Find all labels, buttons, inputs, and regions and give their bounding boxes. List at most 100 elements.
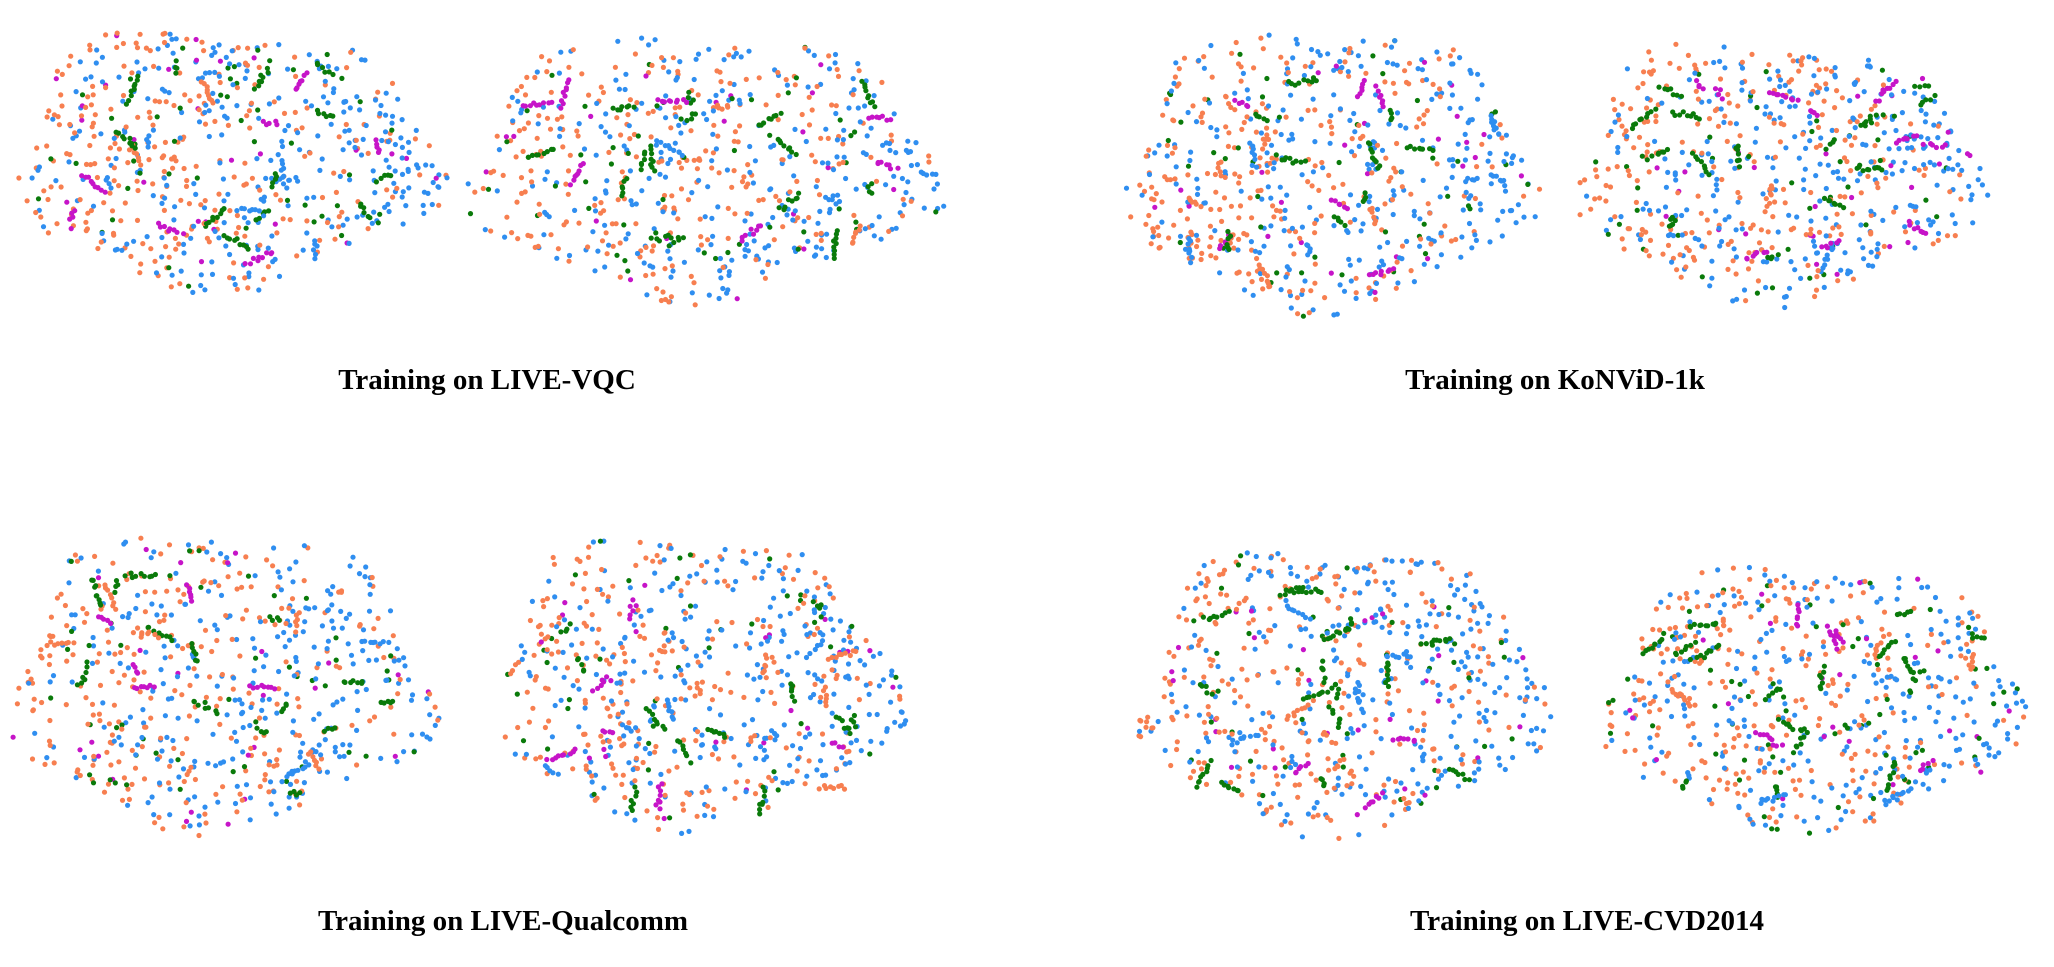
scatter-point	[304, 105, 310, 111]
scatter-point	[384, 187, 390, 193]
scatter-point	[1807, 138, 1813, 144]
scatter-point	[1807, 120, 1813, 126]
scatter-point	[158, 603, 164, 609]
scatter-point	[135, 670, 141, 676]
scatter-point	[355, 680, 361, 686]
scatter-point	[814, 642, 821, 649]
scatter-point	[1615, 144, 1621, 151]
scatter-point	[1449, 92, 1455, 98]
scatter-point	[731, 168, 737, 174]
scatter-point	[257, 242, 263, 248]
scatter-point	[1646, 253, 1652, 259]
scatter-point	[1503, 628, 1509, 634]
scatter-point	[287, 217, 293, 223]
scatter-point	[913, 140, 919, 146]
scatter-point	[375, 89, 381, 95]
scatter-point	[1342, 59, 1348, 65]
scatter-point	[646, 740, 652, 747]
scatter-point	[524, 689, 530, 695]
scatter-point	[1269, 155, 1275, 161]
scatter-point	[1696, 71, 1702, 77]
scatter-point	[129, 70, 135, 76]
scatter-point	[857, 119, 863, 125]
scatter-point	[1347, 219, 1353, 225]
scatter-point	[639, 188, 645, 194]
scatter-point	[217, 79, 223, 86]
scatter-point	[869, 99, 876, 105]
scatter-point	[1922, 119, 1928, 125]
scatter-point	[340, 696, 346, 702]
scatter-point	[210, 731, 216, 737]
scatter-point	[793, 151, 799, 158]
scatter-point	[767, 132, 773, 138]
scatter-point	[184, 736, 190, 742]
scatter-point	[1229, 50, 1235, 56]
scatter-point	[1501, 177, 1507, 184]
scatter-point	[632, 778, 638, 784]
scatter-point	[132, 765, 139, 771]
scatter-point	[159, 86, 165, 92]
scatter-point	[832, 60, 838, 66]
scatter-point	[223, 243, 229, 249]
scatter-point	[297, 802, 303, 808]
scatter-point	[776, 198, 783, 204]
scatter-point	[604, 705, 610, 711]
scatter-point	[717, 712, 724, 718]
scatter-point	[1195, 748, 1201, 755]
scatter-point	[528, 168, 534, 174]
scatter-point	[678, 592, 684, 599]
scatter-point	[175, 757, 181, 763]
scatter-point	[127, 76, 134, 82]
scatter-point	[541, 232, 547, 238]
scatter-point	[638, 613, 644, 619]
scatter-point	[208, 580, 214, 586]
scatter-point	[615, 197, 621, 203]
scatter-point	[540, 104, 547, 110]
scatter-point	[632, 51, 639, 57]
scatter-point	[663, 93, 669, 99]
scatter-point	[773, 193, 779, 199]
scatter-point	[1476, 699, 1482, 705]
scatter-point	[257, 187, 263, 193]
scatter-point	[1679, 232, 1685, 238]
scatter-point	[252, 207, 258, 213]
scatter-point	[89, 739, 95, 745]
scatter-point	[753, 755, 759, 762]
scatter-point	[921, 205, 927, 211]
scatter-point	[863, 637, 869, 644]
scatter-point	[116, 734, 122, 740]
scatter-point	[1253, 129, 1259, 135]
scatter-point	[141, 573, 147, 579]
scatter-point	[545, 634, 551, 640]
scatter-point	[1485, 158, 1491, 164]
scatter-point	[313, 676, 319, 682]
scatter-point	[142, 589, 148, 595]
scatter-point	[317, 167, 323, 173]
scatter-point	[1417, 216, 1423, 222]
scatter-point	[1715, 91, 1722, 98]
scatter-point	[610, 583, 616, 589]
scatter-point	[1203, 647, 1209, 654]
scatter-point	[432, 704, 438, 710]
scatter-point	[84, 664, 90, 670]
scatter-point	[573, 626, 580, 632]
scatter-point	[248, 745, 254, 751]
scatter-point	[710, 814, 717, 820]
scatter-point	[78, 113, 85, 119]
scatter-point	[1249, 169, 1255, 175]
scatter-point	[1259, 266, 1266, 272]
scatter-point	[1887, 244, 1893, 250]
scatter-point	[169, 156, 175, 162]
scatter-point	[1689, 150, 1696, 156]
scatter-point	[1399, 184, 1405, 190]
scatter-point	[643, 73, 649, 79]
scatter-point	[116, 719, 122, 725]
scatter-point	[1208, 124, 1214, 131]
scatter-point	[747, 630, 754, 636]
scatter-point	[208, 539, 214, 545]
scatter-point	[1328, 124, 1335, 130]
scatter-point	[706, 628, 712, 634]
scatter-point	[1250, 778, 1256, 784]
scatter-point	[576, 220, 582, 226]
scatter-point	[788, 688, 795, 694]
